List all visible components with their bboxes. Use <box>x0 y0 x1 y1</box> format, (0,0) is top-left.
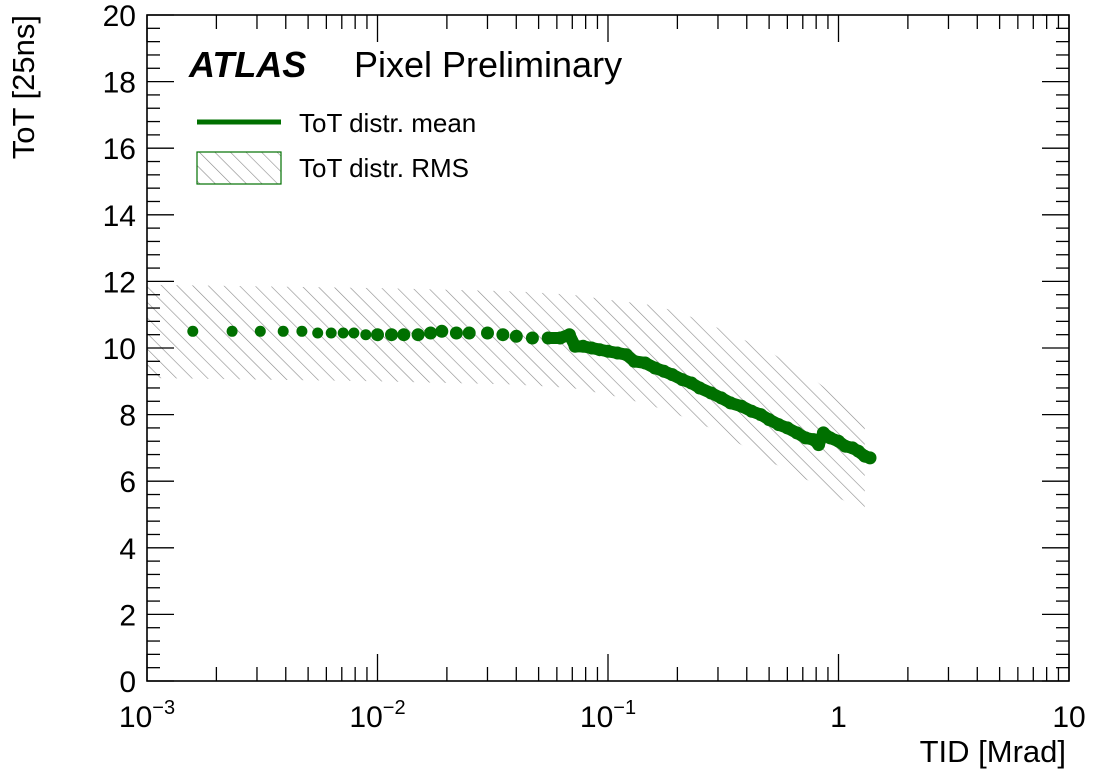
mean-point <box>812 438 826 452</box>
x-tick-label: 10−2 <box>349 697 405 734</box>
mean-point <box>562 328 576 342</box>
mean-point <box>541 331 555 345</box>
mean-point <box>435 324 449 338</box>
mean-point <box>254 325 266 337</box>
legend-hatch-swatch <box>196 151 282 185</box>
mean-point <box>638 356 652 370</box>
y-tick-label: 20 <box>103 0 136 33</box>
mean-point <box>481 326 494 340</box>
plot-frame <box>146 14 1070 682</box>
preliminary-label: Pixel Preliminary <box>354 44 622 85</box>
mean-point <box>449 326 463 340</box>
mean-point <box>704 386 718 400</box>
mean-point <box>360 329 372 341</box>
mean-point <box>735 399 749 413</box>
mean-point <box>627 354 641 368</box>
y-tick-label: 4 <box>119 533 136 566</box>
mean-point <box>462 326 476 340</box>
mean-point <box>496 328 510 342</box>
mean-point <box>397 328 411 342</box>
legend-mean-label: ToT distr. mean <box>299 108 476 138</box>
y-axis-label: ToT [25ns] <box>6 15 41 159</box>
mean-point <box>187 325 199 337</box>
x-tick-label: 10−1 <box>580 697 636 734</box>
x-tick-label: 10−3 <box>119 697 175 734</box>
y-tick-labels: 0 2 4 6 8 10 12 14 16 18 20 <box>103 0 136 699</box>
mean-point <box>863 451 877 465</box>
x-tick-labels: 10−3 10−2 10−1 1 10 <box>119 697 1086 734</box>
legend: ToT distr. mean ToT distr. RMS <box>196 108 476 185</box>
mean-point <box>693 381 707 395</box>
legend-rms-label: ToT distr. RMS <box>299 153 469 183</box>
mean-point <box>325 327 337 339</box>
mean-point <box>337 327 349 339</box>
mean-point <box>509 329 523 343</box>
mean-point <box>312 327 324 339</box>
y-tick-label: 0 <box>119 666 136 699</box>
y-tick-label: 8 <box>119 400 136 433</box>
x-tick-label: 1 <box>830 701 847 734</box>
y-tick-label: 12 <box>103 266 136 299</box>
mean-point <box>226 325 238 337</box>
experiment-name: ATLAS <box>188 44 306 85</box>
mean-point <box>724 396 737 410</box>
brand-label: ATLAS Pixel Preliminary <box>188 44 622 85</box>
y-tick-label: 18 <box>103 67 136 100</box>
mean-point <box>348 327 360 339</box>
rms-band-layer <box>147 284 865 512</box>
mean-point <box>525 331 539 345</box>
x-axis-label: TID [Mrad] <box>920 734 1066 769</box>
y-tick-label: 14 <box>103 200 136 233</box>
y-tick-label: 2 <box>119 599 136 632</box>
mean-point <box>296 325 308 337</box>
mean-point <box>411 328 425 342</box>
mean-point <box>762 413 776 427</box>
mean-point <box>424 326 438 340</box>
y-tick-label: 6 <box>119 466 136 499</box>
mean-point <box>277 325 289 337</box>
rms-band <box>147 284 865 512</box>
y-tick-label: 10 <box>103 333 136 366</box>
mean-point <box>665 368 679 382</box>
y-tick-label: 16 <box>103 133 136 166</box>
mean-point <box>371 328 384 342</box>
x-tick-label: 10 <box>1052 701 1085 734</box>
mean-points-layer <box>187 324 877 465</box>
mean-point <box>385 328 398 342</box>
